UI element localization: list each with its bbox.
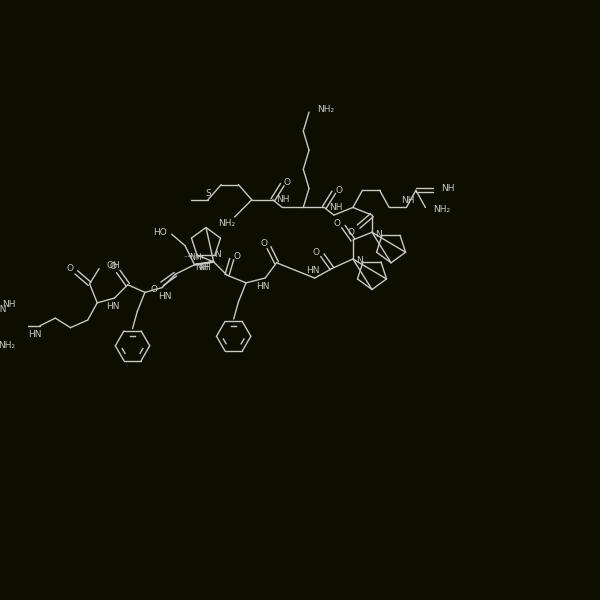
Text: HN: HN (256, 282, 270, 291)
Text: HN: HN (28, 330, 42, 339)
Text: NH₂: NH₂ (317, 104, 334, 113)
Text: NH₂: NH₂ (0, 341, 15, 350)
Text: NH: NH (277, 196, 290, 205)
Text: NH: NH (196, 263, 209, 272)
Text: NH: NH (198, 263, 211, 272)
Text: HO: HO (154, 228, 167, 237)
Text: HN: HN (0, 305, 7, 314)
Text: HN: HN (158, 292, 172, 301)
Text: NH: NH (401, 196, 415, 205)
Text: OH: OH (107, 261, 121, 270)
Text: O: O (234, 251, 241, 260)
Text: NH: NH (329, 203, 343, 212)
Text: O: O (284, 178, 290, 187)
Text: N: N (356, 256, 363, 265)
Text: ***NH: ***NH (188, 254, 205, 260)
Text: NH: NH (2, 300, 15, 309)
Text: NH₂: NH₂ (433, 205, 450, 214)
Text: NH₂: NH₂ (218, 219, 236, 228)
Text: S: S (205, 188, 211, 197)
Text: O: O (260, 239, 268, 248)
Text: N: N (214, 250, 221, 259)
Text: O: O (66, 264, 73, 273)
Text: HN: HN (306, 266, 320, 275)
Text: O: O (333, 219, 340, 228)
Text: HN: HN (106, 302, 119, 311)
Text: O: O (110, 262, 117, 271)
Text: NH: NH (440, 184, 454, 193)
Text: ···NH: ···NH (184, 253, 202, 262)
Text: O: O (312, 248, 319, 257)
Text: N: N (375, 230, 382, 239)
Text: O: O (347, 228, 355, 237)
Text: O: O (335, 186, 342, 195)
Text: O: O (151, 285, 158, 294)
